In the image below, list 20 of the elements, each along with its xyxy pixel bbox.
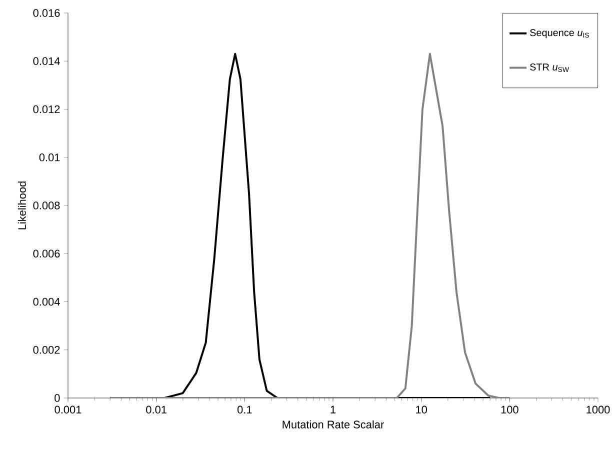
x-tick-label: 10 xyxy=(416,406,427,414)
y-axis-title: Likelihood xyxy=(18,182,26,230)
x-axis-title: Mutation Rate Scalar xyxy=(282,420,384,428)
y-tick-label: 0.002 xyxy=(33,346,60,354)
y-tick-label: 0.006 xyxy=(33,250,60,258)
x-tick-label: 0.01 xyxy=(146,406,166,414)
y-tick-label: 0.01 xyxy=(39,154,60,162)
y-tick-label: 0.014 xyxy=(33,57,60,66)
legend-label: STR u$_{SW}$ xyxy=(530,63,569,72)
x-tick-label: 1000 xyxy=(586,406,610,414)
y-tick-label: 0.004 xyxy=(33,298,60,306)
y-tick-label: 0.016 xyxy=(33,9,60,17)
legend-label: Sequence u$_{IS}$ xyxy=(530,29,590,38)
x-tick-label: 100 xyxy=(501,406,518,414)
x-tick-label: 0.001 xyxy=(54,406,82,414)
y-tick-label: 0 xyxy=(54,394,60,402)
y-tick-label: 0.008 xyxy=(33,202,60,210)
y-tick-label: 0.012 xyxy=(33,105,60,114)
x-tick-label: 0.1 xyxy=(237,406,252,414)
x-tick-label: 1 xyxy=(330,406,336,414)
